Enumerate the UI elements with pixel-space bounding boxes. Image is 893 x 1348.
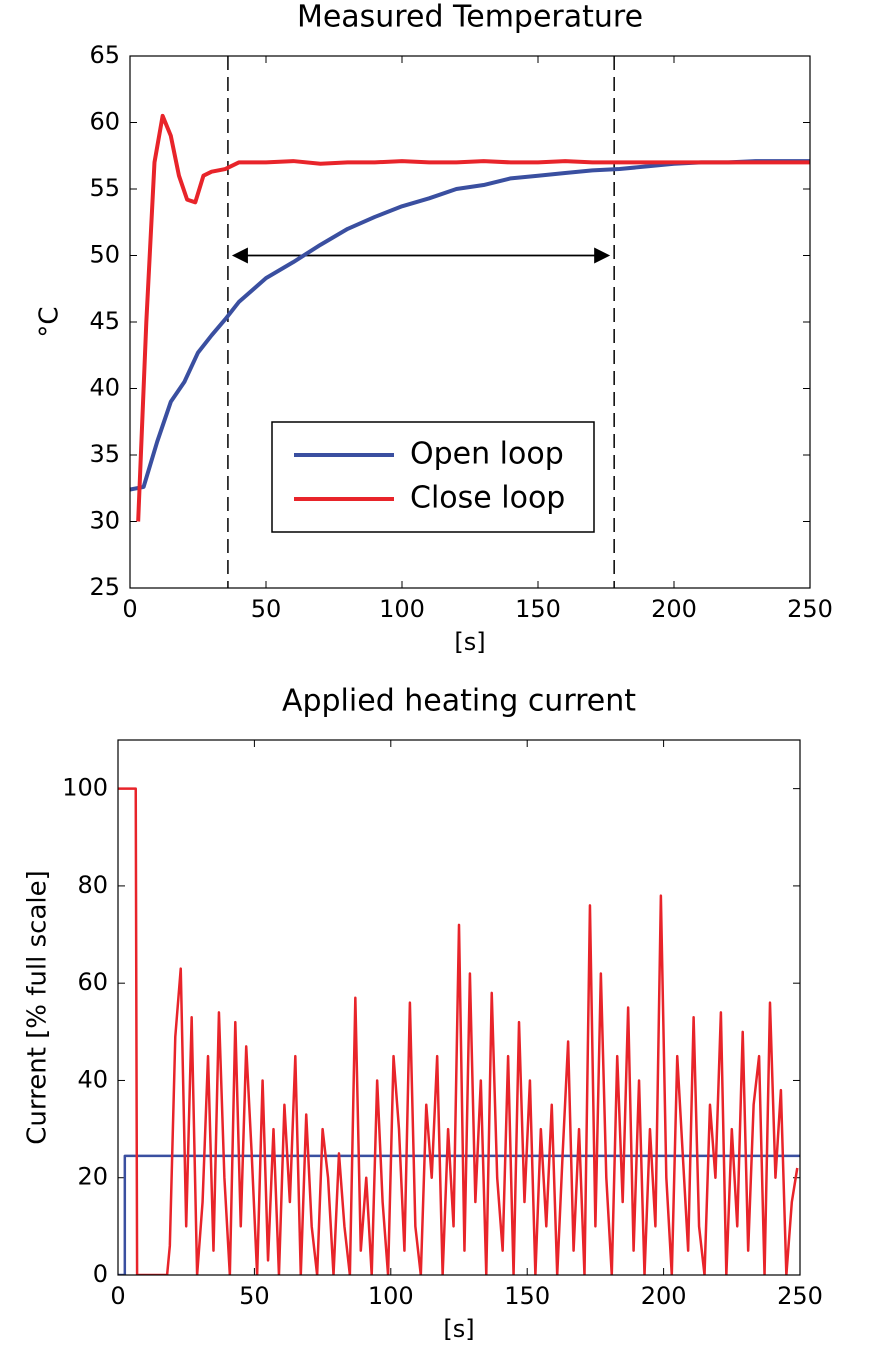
y-tick-label: 35 — [89, 440, 120, 468]
x-tick-label: 150 — [515, 595, 561, 623]
legend-label: Close loop — [410, 481, 565, 516]
y-tick-label: 45 — [89, 307, 120, 335]
y-tick-label: 55 — [89, 174, 120, 202]
x-tick-label: 50 — [239, 1282, 270, 1310]
x-axis-label: [s] — [454, 628, 485, 656]
y-tick-label: 40 — [89, 374, 120, 402]
y-axis-label: Current [% full scale] — [23, 870, 53, 1145]
y-tick-label: 60 — [89, 108, 120, 136]
axes-frame — [129, 55, 811, 589]
x-tick-label: 100 — [379, 595, 425, 623]
y-tick-label: 100 — [62, 774, 108, 802]
x-tick-label: 250 — [777, 1282, 823, 1310]
legend-label: Open loop — [410, 437, 564, 472]
y-tick-label: 65 — [89, 41, 120, 69]
chart-title: Measured Temperature — [297, 0, 643, 35]
y-tick-label: 30 — [89, 507, 120, 535]
y-tick-label: 50 — [89, 241, 120, 269]
x-tick-label: 250 — [787, 595, 833, 623]
y-tick-label: 20 — [77, 1163, 108, 1191]
series-line — [118, 787, 799, 1275]
y-tick-label: 40 — [77, 1065, 108, 1093]
y-tick-label: 25 — [89, 573, 120, 601]
x-tick-label: 200 — [651, 595, 697, 623]
x-tick-label: 100 — [368, 1282, 414, 1310]
x-tick-label: 150 — [504, 1282, 550, 1310]
x-axis-label: [s] — [443, 1315, 474, 1343]
x-tick-label: 0 — [110, 1282, 125, 1310]
y-tick-label: 60 — [77, 968, 108, 996]
x-tick-label: 0 — [122, 595, 137, 623]
plot-area — [118, 787, 800, 1275]
legend-box — [271, 421, 595, 533]
legend: Open loop Close loop — [271, 421, 595, 533]
y-tick-label: 0 — [93, 1260, 108, 1288]
plot-area — [130, 113, 810, 522]
y-axis-label: °C — [35, 306, 65, 337]
y-tick-label: 80 — [77, 871, 108, 899]
x-tick-label: 200 — [641, 1282, 687, 1310]
x-tick-label: 50 — [251, 595, 282, 623]
series-line — [136, 113, 810, 522]
chart-title: Applied heating current — [282, 684, 636, 719]
axes-frame — [117, 739, 801, 1276]
